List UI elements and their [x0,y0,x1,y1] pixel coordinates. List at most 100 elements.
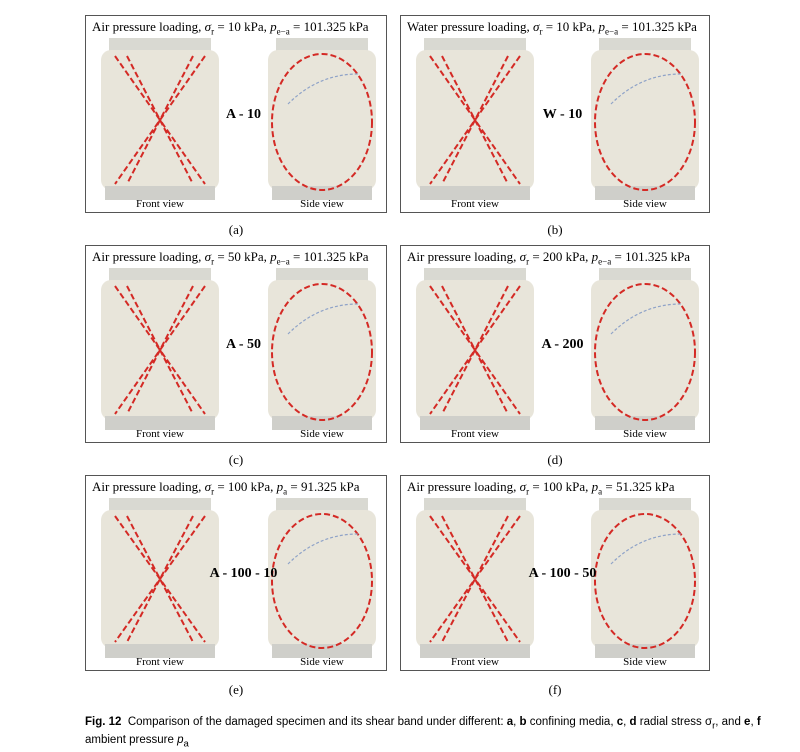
crack [610,303,682,335]
specimen-body [591,510,699,648]
shear-band [594,513,696,649]
title-text: = 101.325 kPa [292,249,369,264]
panel: Air pressure loading, σr = 100 kPa, pa =… [400,475,710,671]
shear-band [114,285,206,415]
caption-letter: d [629,716,637,728]
specimen-photos [416,498,699,658]
shear-band [429,55,521,185]
title-text: = 51.325 kPa [605,479,675,494]
crack [287,303,359,335]
shear-band [594,283,696,421]
symbol: σ [519,479,527,494]
specimen-base [595,186,695,200]
caption-sub: r [712,720,716,732]
crack [287,73,359,105]
panel-title: Air pressure loading, σr = 10 kPa, pe−a … [92,19,369,37]
caption-sub: a [183,738,189,750]
title-text: = 100 kPa, [532,479,589,494]
view-label: Side view [623,656,667,668]
shear-band [126,515,194,643]
caption-text: , [623,716,627,728]
specimen-base [272,186,372,200]
sublabel: (e) [228,682,244,697]
caption-symbol: p [177,734,184,747]
symbol: σ [204,249,212,264]
view-label: Front view [136,198,184,210]
title-text: Air pressure loading, [92,19,202,34]
specimen-body [268,510,376,648]
specimen-body [591,280,699,420]
view-label: Front view [451,198,499,210]
sublabel: (a) [228,222,244,237]
shear-band [126,55,194,185]
specimen-photos [416,268,699,430]
specimen-cap [109,38,211,52]
specimen-photos [416,38,699,200]
specimen-base [420,186,530,200]
specimen-base [420,644,530,658]
title-text: = 50 kPa, [217,249,267,264]
subscript: r [526,486,530,497]
caption-letter: c [616,716,624,728]
symbol: p [276,479,284,494]
caption-text: ambient pressure [85,734,174,747]
symbol: p [270,19,277,34]
sublabel: (c) [228,452,244,467]
panel: Air pressure loading, σr = 10 kPa, pe−a … [85,15,387,213]
crack [610,73,682,105]
view-label: Side view [300,198,344,210]
subscript: e−a [605,26,619,37]
subscript: a [598,486,603,497]
specimen-label: A - 200 [541,337,584,352]
symbol: p [591,249,599,264]
shear-band [126,515,194,643]
fig-number: Fig. 12 [85,716,122,728]
specimen-cap [276,498,368,512]
specimen-base [105,644,215,658]
shear-band [441,285,509,415]
panel: Water pressure loading, σr = 10 kPa, pe−… [400,15,710,213]
shear-band [429,515,521,643]
shear-band [271,513,373,649]
caption-letter: e [744,716,751,728]
crack [610,533,682,565]
view-label: Front view [136,656,184,668]
title-text: = 10 kPa, [545,19,596,34]
shear-band [441,515,509,643]
caption-text: confining media, [529,716,614,728]
title-text: = 100 kPa, [217,479,274,494]
specimen-base [595,644,695,658]
shear-band [594,53,696,191]
symbol: σ [204,19,212,34]
specimen-cap [599,268,691,282]
specimen-cap [424,38,526,52]
specimen-label: A - 10 [226,107,261,122]
symbol: σ [519,249,527,264]
panel-title: Air pressure loading, σr = 200 kPa, pe−a… [407,249,690,267]
shear-band [114,285,206,415]
subscript: r [211,486,215,497]
shear-band [114,55,206,185]
subscript: e−a [598,256,612,267]
symbol: σ [533,19,540,34]
specimen-body [591,50,699,190]
caption-text: , and [715,716,741,728]
shear-band [271,53,373,191]
title-text: = 101.325 kPa [292,19,369,34]
view-label: Side view [300,656,344,668]
title-text: Air pressure loading, [407,249,517,264]
symbol: p [270,249,277,264]
shear-band [441,55,509,185]
shear-band [441,515,509,643]
specimen-cap [424,498,526,512]
panel: Air pressure loading, σr = 200 kPa, pe−a… [400,245,710,443]
specimen-label: A - 100 - 10 [209,566,278,581]
specimen-cap [424,268,526,282]
subscript: r [211,256,215,267]
shear-band [126,285,194,415]
symbol: p [598,19,606,34]
sublabel: (d) [547,452,563,467]
subscript: a [283,486,288,497]
title-text: = 10 kPa, [217,19,267,34]
